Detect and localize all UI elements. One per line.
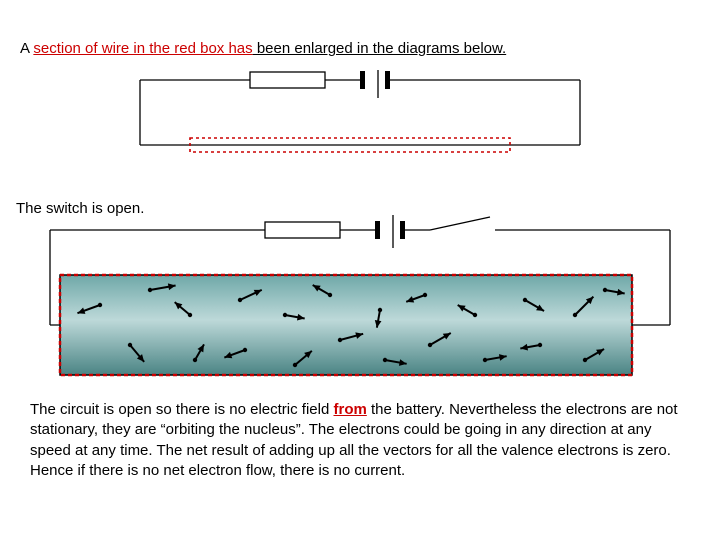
intro-text: A section of wire in the red box has bee… [20, 40, 506, 57]
body-from-word: from [333, 401, 366, 418]
intro-red: section of wire in the red box has [33, 40, 252, 57]
explanation-paragraph: The circuit is open so there is no elect… [30, 400, 690, 481]
intro-prefix: A [20, 40, 33, 57]
body-text-1: The circuit is open so there is no elect… [30, 401, 333, 418]
intro-suffix: been enlarged in the diagrams below. [253, 40, 507, 57]
